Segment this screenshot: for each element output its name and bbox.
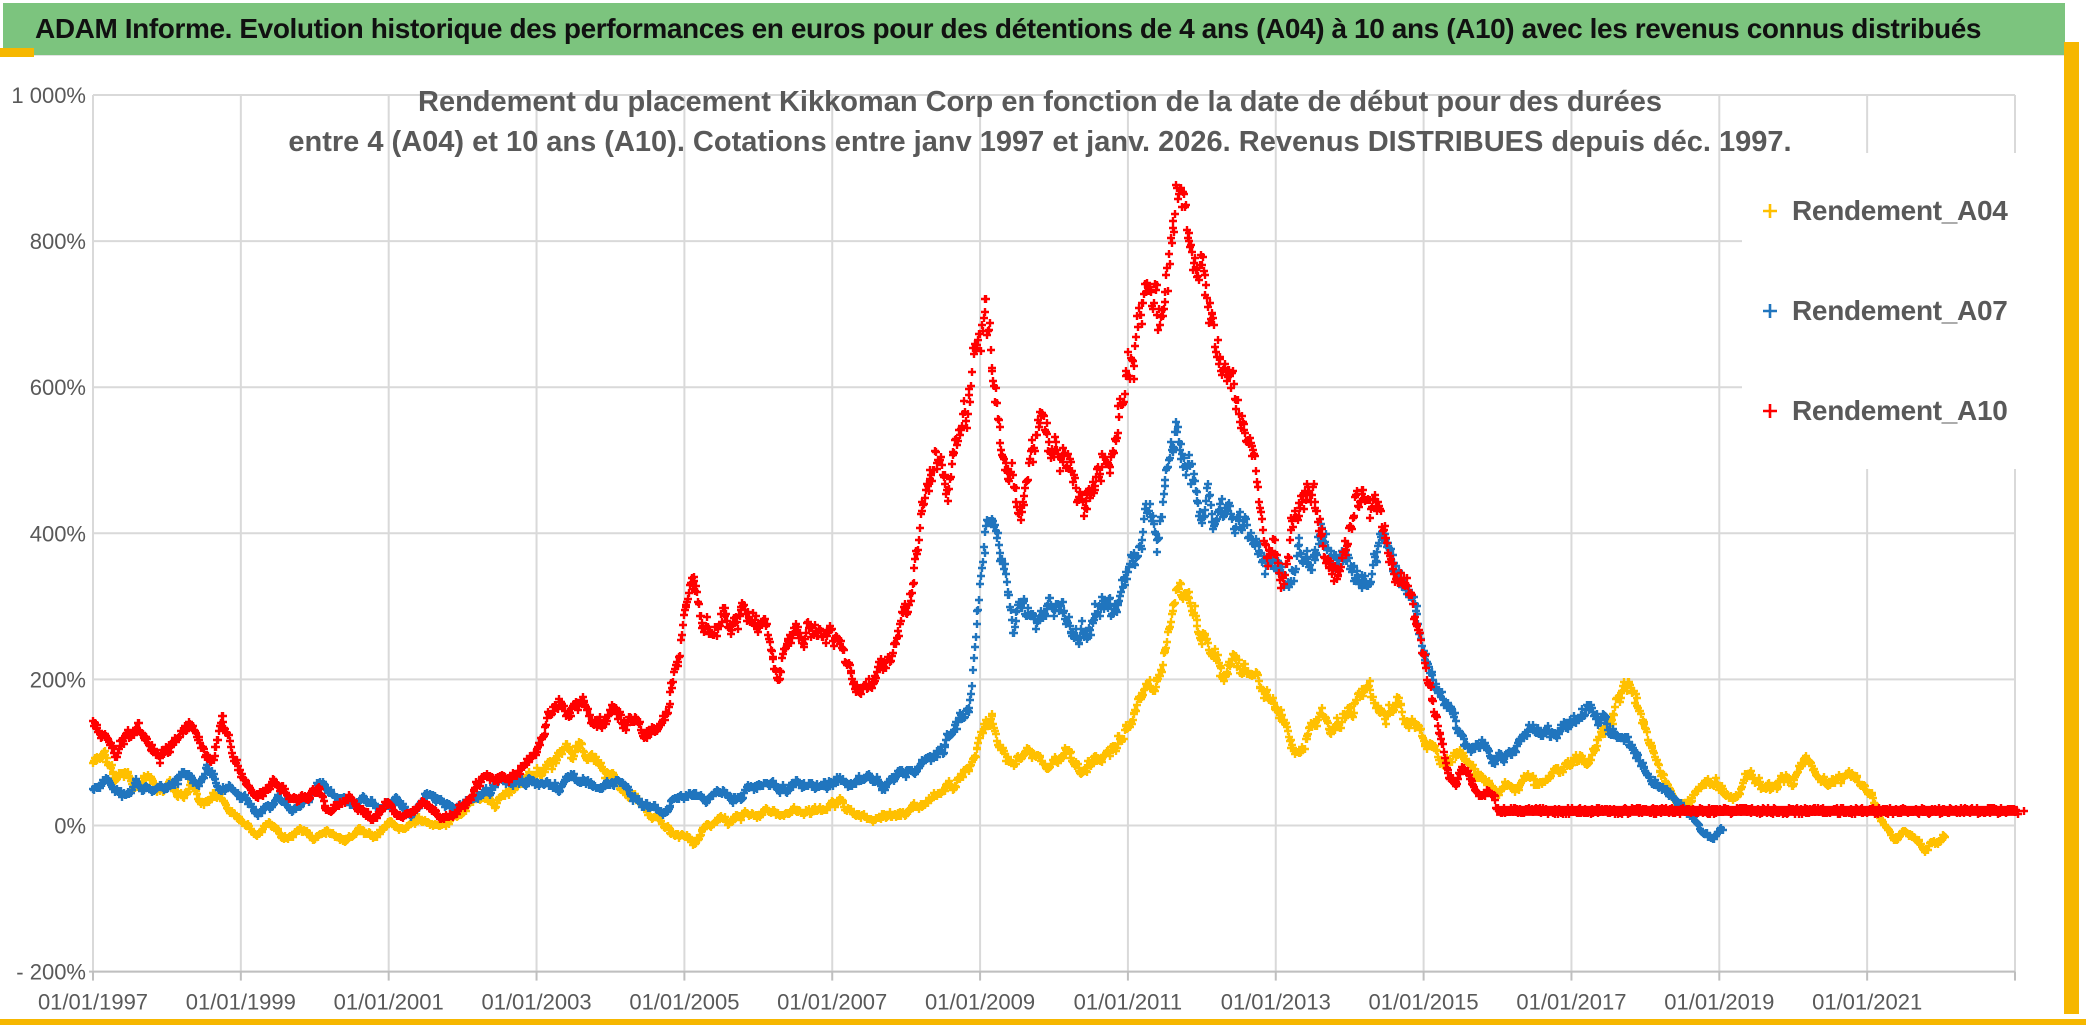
series-Rendement_A10 [89,181,1499,824]
x-axis-label: 01/01/2011 [1074,990,1182,1015]
gold-accent-bottom-strip [0,1019,2086,1025]
x-axis-label: 01/01/1999 [186,990,296,1015]
x-axis-label: 01/01/2007 [777,990,887,1015]
y-axis-label: 400% [30,521,86,546]
gold-accent-right-bar [2064,42,2079,1014]
series-Rendement_A04 [89,579,1949,856]
page-title: ADAM Informe. Evolution historique des p… [35,13,1982,44]
chart-legend: Rendement_A04 Rendement_A07 Rendement_A1… [1742,153,2060,469]
x-axis-label: 01/01/2015 [1369,990,1479,1015]
plus-marker-icon [1763,304,1777,318]
legend-item-Rendement_A07: Rendement_A07 [1742,295,2060,327]
y-axis-label: 0% [54,814,86,839]
series-Rendement_A10-flat-markers [1492,804,2028,818]
legend-label: Rendement_A07 [1792,295,2008,326]
plus-marker-icon [1763,404,1777,418]
x-axis-label: 01/01/2017 [1516,990,1626,1015]
x-axis-label: 01/01/2019 [1664,990,1774,1015]
legend-item-Rendement_A04: Rendement_A04 [1742,195,2060,227]
x-axis-label: 01/01/2021 [1812,990,1922,1015]
plus-marker-icon [1763,204,1777,218]
y-axis-label: 1 000% [11,83,86,108]
chart-title-line1: Rendement du placement Kikkoman Corp en … [418,86,1662,118]
title-bar: ADAM Informe. Evolution historique des p… [3,3,2065,55]
x-axis-label: 01/01/2001 [334,990,444,1015]
x-axis-label: 01/01/2009 [925,990,1035,1015]
y-axis-label: 600% [30,375,86,400]
legend-label: Rendement_A04 [1792,195,2008,226]
y-axis-label: - 200% [16,960,86,985]
x-axis-label: 01/01/1997 [38,990,148,1015]
y-axis-label: 800% [30,229,86,254]
legend-label: Rendement_A10 [1792,395,2008,426]
legend-item-Rendement_A10: Rendement_A10 [1742,395,2060,427]
chart-title-line2: entre 4 (A04) et 10 ans (A10). Cotations… [288,126,1792,158]
x-axis-label: 01/01/2013 [1221,990,1331,1015]
x-axis-label: 01/01/2003 [481,990,591,1015]
gold-accent-top-left [0,48,34,57]
x-axis-label: 01/01/2005 [629,990,739,1015]
chart-title: Rendement du placement Kikkoman Corp en … [220,82,1860,162]
chart-area: 1 000% 800% 600% 400% 200% 0% - 200% 01/01/1997… [0,58,2064,1018]
y-axis-label: 200% [30,667,86,692]
